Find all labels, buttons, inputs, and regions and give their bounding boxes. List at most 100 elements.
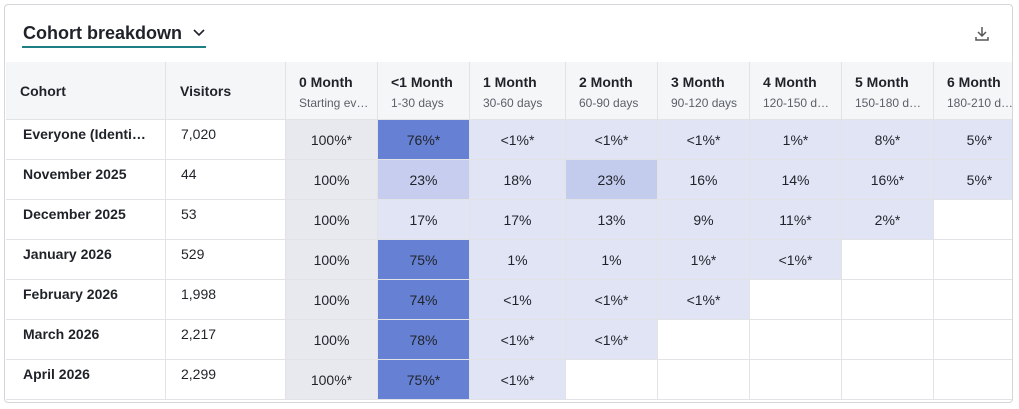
retention-cell: 17% — [470, 200, 566, 240]
column-title: 4 Month — [763, 74, 817, 90]
retention-cell: <1%* — [750, 240, 842, 280]
empty-cell — [934, 280, 1012, 320]
empty-cell — [842, 320, 934, 360]
retention-cell: 100% — [286, 320, 378, 360]
retention-cell: <1%* — [658, 120, 750, 160]
column-title: 5 Month — [855, 74, 909, 90]
cohort-name: April 2026 — [6, 360, 166, 400]
column-header: 1 Month 30-60 days — [470, 62, 566, 120]
retention-cell: 2%* — [842, 200, 934, 240]
empty-cell — [934, 240, 1012, 280]
download-button[interactable] — [973, 25, 991, 43]
retention-cell: 14% — [750, 160, 842, 200]
retention-cell: 23% — [378, 160, 470, 200]
column-title: Cohort — [20, 83, 66, 99]
visitor-count: 44 — [166, 160, 286, 200]
retention-cell: 78% — [378, 320, 470, 360]
cohort-name: November 2025 — [6, 160, 166, 200]
column-header: 4 Month 120-150 d… — [750, 62, 842, 120]
retention-cell: 23% — [566, 160, 658, 200]
empty-cell — [934, 320, 1012, 360]
retention-cell: 76%* — [378, 120, 470, 160]
column-title: 0 Month — [299, 74, 353, 90]
column-header: 5 Month 150-180 d… — [842, 62, 934, 120]
column-title: 3 Month — [671, 74, 725, 90]
column-title: Visitors — [180, 83, 232, 99]
visitor-count: 2,299 — [166, 360, 286, 400]
retention-cell: <1%* — [566, 280, 658, 320]
column-title: 2 Month — [579, 74, 633, 90]
retention-cell: 75% — [378, 240, 470, 280]
column-header: 2 Month 60-90 days — [566, 62, 658, 120]
empty-cell — [658, 360, 750, 400]
retention-cell: 100% — [286, 160, 378, 200]
empty-cell — [934, 360, 1012, 400]
card-title[interactable]: Cohort breakdown — [23, 23, 183, 43]
empty-cell — [934, 200, 1012, 240]
retention-cell: <1%* — [566, 120, 658, 160]
retention-cell: 100%* — [286, 120, 378, 160]
column-subtitle: 180-210 d… — [947, 96, 1013, 110]
retention-cell: 16%* — [842, 160, 934, 200]
retention-cell: 75%* — [378, 360, 470, 400]
column-header: Visitors — [166, 62, 286, 120]
cohort-name: December 2025 — [6, 200, 166, 240]
retention-cell: 5%* — [934, 120, 1012, 160]
empty-cell — [658, 320, 750, 360]
visitor-count: 7,020 — [166, 120, 286, 160]
column-subtitle: 30-60 days — [483, 96, 543, 110]
retention-cell: 100% — [286, 200, 378, 240]
retention-cell: <1% — [470, 280, 566, 320]
cohort-name: January 2026 — [6, 240, 166, 280]
visitor-count: 2,217 — [166, 320, 286, 360]
title-underline — [22, 46, 206, 48]
retention-cell: <1%* — [658, 280, 750, 320]
column-subtitle: Starting ev… — [299, 96, 369, 110]
retention-cell: 100% — [286, 280, 378, 320]
empty-cell — [842, 240, 934, 280]
retention-cell: 5%* — [934, 160, 1012, 200]
cohort-name: March 2026 — [6, 320, 166, 360]
retention-cell: 11%* — [750, 200, 842, 240]
cohort-name: February 2026 — [6, 280, 166, 320]
column-header: 0 Month Starting ev… — [286, 62, 378, 120]
retention-cell: 1% — [566, 240, 658, 280]
visitor-count: 1,998 — [166, 280, 286, 320]
column-header: Cohort — [6, 62, 166, 120]
empty-cell — [750, 360, 842, 400]
column-subtitle: 1-30 days — [391, 96, 444, 110]
column-title: 6 Month — [947, 74, 1001, 90]
column-subtitle: 150-180 d… — [855, 96, 922, 110]
retention-cell: <1%* — [470, 320, 566, 360]
retention-cell: 13% — [566, 200, 658, 240]
column-title: <1 Month — [391, 74, 453, 90]
empty-cell — [750, 320, 842, 360]
retention-cell: 74% — [378, 280, 470, 320]
retention-cell: 17% — [378, 200, 470, 240]
retention-cell: <1%* — [470, 360, 566, 400]
retention-cell: 9% — [658, 200, 750, 240]
column-header: 3 Month 90-120 days — [658, 62, 750, 120]
column-header: <1 Month 1-30 days — [378, 62, 470, 120]
retention-cell: 1%* — [658, 240, 750, 280]
retention-cell: <1%* — [470, 120, 566, 160]
dropdown-chevron[interactable] — [192, 28, 206, 38]
retention-cell: 1% — [470, 240, 566, 280]
retention-cell: 8%* — [842, 120, 934, 160]
empty-cell — [566, 360, 658, 400]
empty-cell — [750, 280, 842, 320]
visitor-count: 529 — [166, 240, 286, 280]
retention-cell: 18% — [470, 160, 566, 200]
column-subtitle: 60-90 days — [579, 96, 639, 110]
retention-cell: 100%* — [286, 360, 378, 400]
column-subtitle: 90-120 days — [671, 96, 738, 110]
column-header: 6 Month 180-210 d… — [934, 62, 1013, 120]
cohort-card: Cohort breakdown Cohort Visitors 0 Month St… — [4, 4, 1013, 403]
column-title: 1 Month — [483, 74, 537, 90]
retention-cell: 1%* — [750, 120, 842, 160]
empty-cell — [842, 360, 934, 400]
column-subtitle: 120-150 d… — [763, 96, 830, 110]
retention-cell: 16% — [658, 160, 750, 200]
empty-cell — [842, 280, 934, 320]
retention-cell: <1%* — [566, 320, 658, 360]
